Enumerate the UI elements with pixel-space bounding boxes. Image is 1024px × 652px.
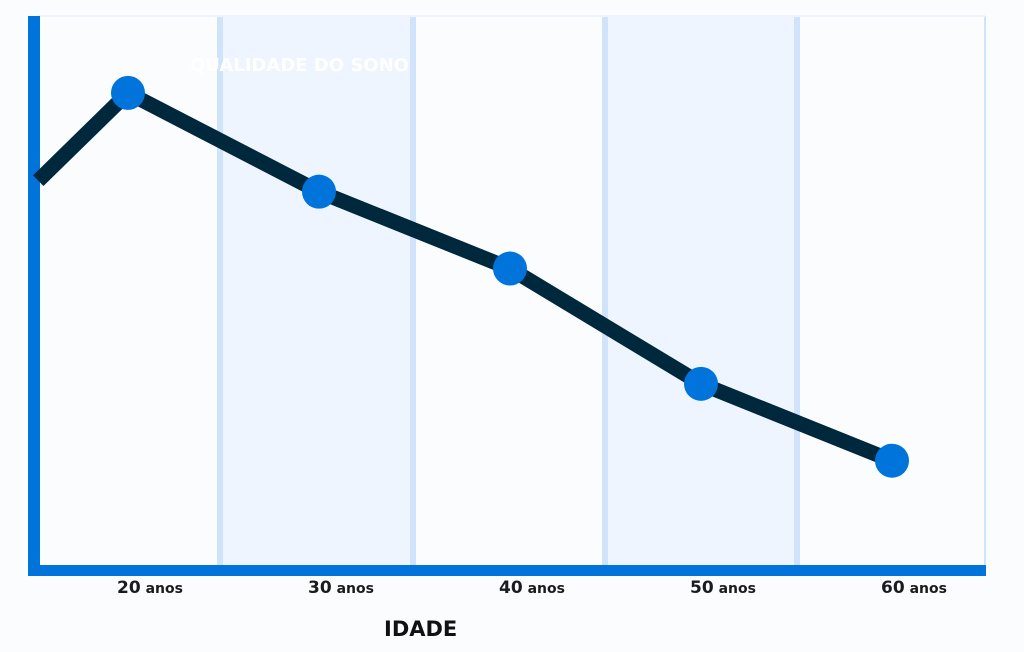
data-point: [875, 443, 909, 478]
chart-title: QUALIDADE DO SONO: [190, 54, 409, 76]
y-axis: [28, 16, 40, 576]
data-point: [684, 366, 718, 401]
tick-number: 20: [117, 578, 141, 598]
tick-number: 30: [308, 578, 332, 598]
tick-unit: anos: [331, 581, 374, 597]
grid-band: [605, 16, 797, 565]
x-tick-label: 40 anos: [499, 578, 565, 598]
tick-unit: anos: [713, 581, 756, 597]
data-point: [111, 75, 145, 110]
tick-number: 40: [499, 578, 523, 598]
grid-band: [220, 16, 413, 565]
data-point: [493, 251, 527, 286]
plot-area: [38, 16, 985, 565]
series-line: [32, 85, 895, 468]
x-tick-label: 30 anos: [308, 578, 374, 598]
tick-unit: anos: [904, 581, 947, 597]
x-tick-label: 50 anos: [690, 578, 756, 598]
tick-unit: anos: [140, 581, 183, 597]
data-point: [302, 174, 336, 209]
tick-unit: anos: [522, 581, 565, 597]
x-tick-label: 20 anos: [117, 578, 183, 598]
x-axis: [28, 565, 986, 576]
tick-number: 50: [690, 578, 714, 598]
x-axis-label: IDADE: [384, 617, 458, 641]
tick-number: 60: [881, 578, 905, 598]
x-tick-label: 60 anos: [881, 578, 947, 598]
